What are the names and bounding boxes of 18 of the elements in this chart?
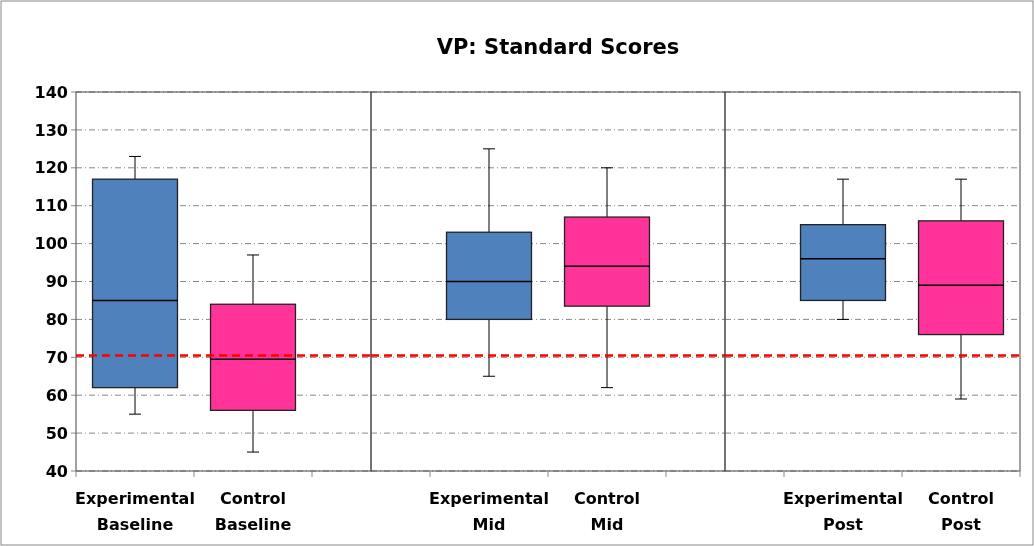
y-tick-label: 90 [45, 272, 68, 292]
y-tick-label: 70 [45, 347, 68, 367]
x-tick-label: Experimental Baseline [75, 489, 195, 534]
y-tick-label: 50 [45, 423, 68, 443]
x-tick-label: Experimental Mid [429, 489, 549, 534]
y-tick-label: 100 [34, 234, 68, 254]
x-tick-label: Control Mid [573, 489, 641, 534]
y-tick-label: 110 [34, 196, 68, 216]
y-tick-label: 80 [45, 310, 68, 329]
y-tick-label: 120 [34, 158, 68, 178]
y-tick-label: 60 [45, 385, 68, 405]
x-tick-label: Experimental Post [783, 489, 903, 534]
x-tick-label: Control Post [927, 489, 995, 534]
y-tick-label: 40 [45, 461, 68, 481]
chart-title: VP: Standard Scores [436, 35, 680, 59]
y-tick-label: 130 [34, 120, 68, 140]
x-tick-label: Control Baseline [214, 489, 292, 534]
y-tick-label: 140 [34, 82, 68, 102]
